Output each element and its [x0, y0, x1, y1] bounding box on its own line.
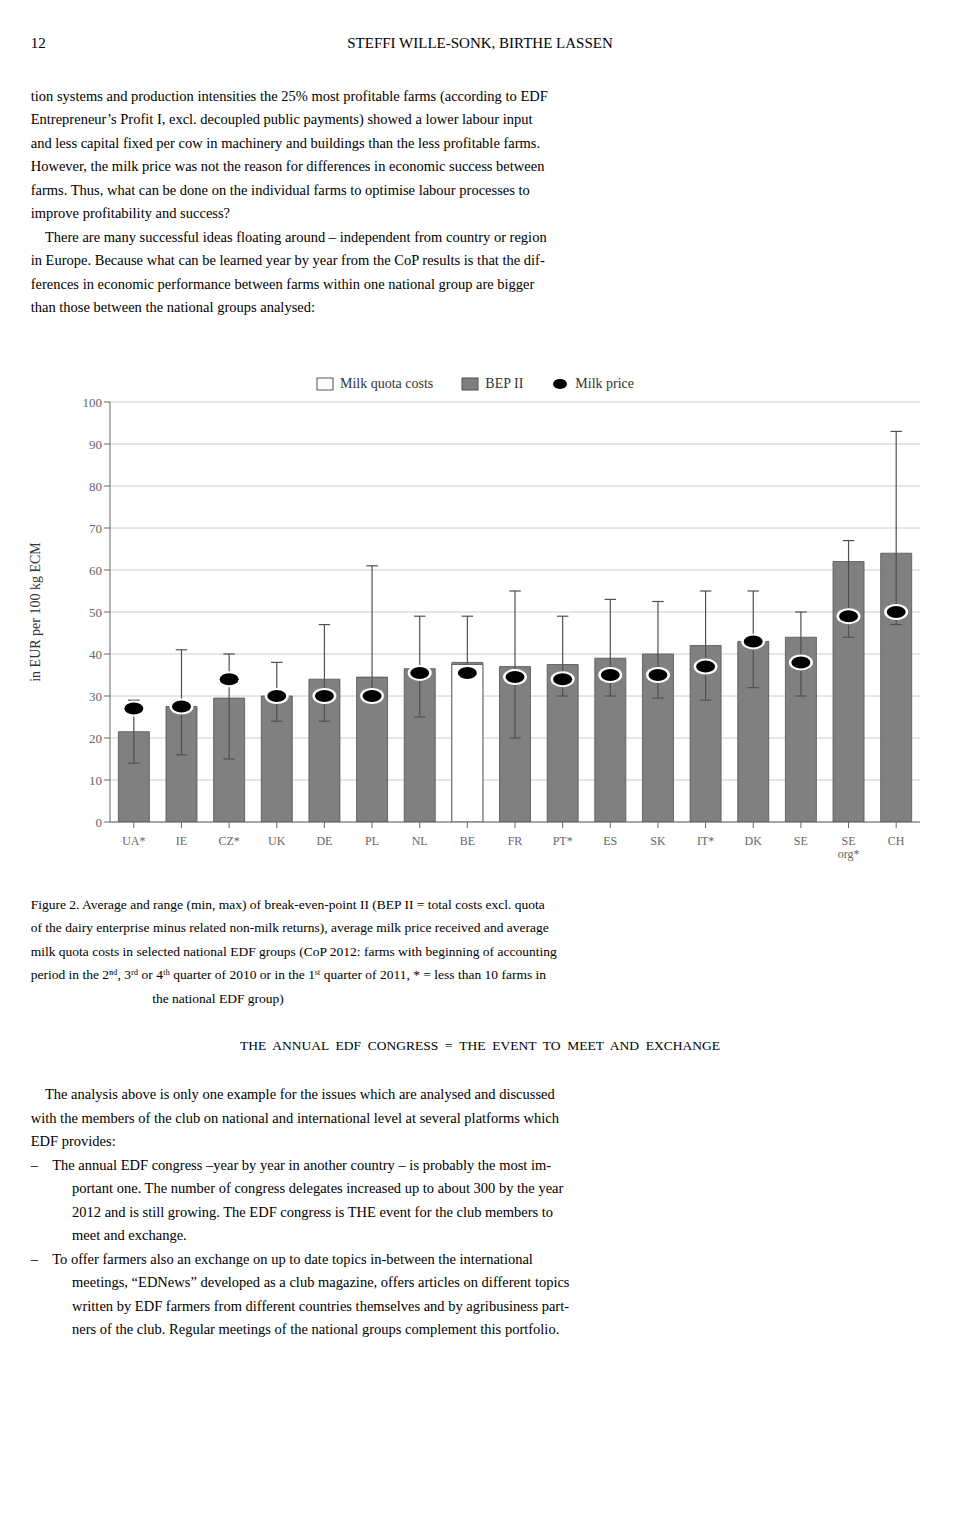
html-text:Milk price: Milk price [575, 376, 634, 392]
svg-text:UK: UK [268, 834, 286, 848]
html-text:BEP II: BEP II [485, 376, 524, 392]
svg-text:DK: DK [745, 834, 763, 848]
html-text:THE ANNUAL EDF CONGRESS = THE: THE ANNUAL EDF CONGRESS = THE EVENT TO M… [240, 1037, 720, 1053]
svg-text:100: 100 [83, 395, 103, 410]
svg-text:CH: CH [888, 834, 905, 848]
html-text:milk quota costs in selected n: milk quota costs in selected national ED… [30, 943, 557, 959]
svg-text:80: 80 [89, 479, 102, 494]
html-text:meetings, “EDNews” developed a: meetings, “EDNews” developed as a club m… [72, 1274, 570, 1291]
html-text:12: 12 [30, 34, 46, 51]
svg-text:FR: FR [508, 834, 523, 848]
html-text:The analysis above is only one: The analysis above is only one example f… [30, 1086, 555, 1103]
svg-text:IE: IE [176, 834, 187, 848]
html-text:EDF provides:: EDF provides: [30, 1133, 116, 1150]
html-text:meet and exchange.: meet and exchange. [72, 1227, 187, 1244]
html-text:STEFFI WILLE-SONK, BIRTHE LASS: STEFFI WILLE-SONK, BIRTHE LASSEN [347, 34, 613, 51]
svg-text:10: 10 [89, 773, 102, 788]
html-text:ferences in economic performan: ferences in economic performance between… [30, 275, 535, 292]
html-text:in Europe. Because what can be: in Europe. Because what can be learned y… [30, 252, 545, 269]
svg-text:50: 50 [89, 605, 102, 620]
svg-text:0: 0 [96, 815, 103, 830]
html-text:2012 and is still growing. The: 2012 and is still growing. The EDF congr… [72, 1203, 554, 1220]
svg-text:PT*: PT* [553, 834, 573, 848]
svg-text:ES: ES [603, 834, 617, 848]
html-text:ners of the club. Regular meet: ners of the club. Regular meetings of th… [72, 1321, 560, 1338]
html-text:of the dairy enterprise minus: of the dairy enterprise minus related no… [30, 920, 549, 936]
html-text:portant one. The number of con: portant one. The number of congress dele… [72, 1180, 564, 1197]
html-text:– The annual EDF congress –yea: – The annual EDF congress –year by year … [30, 1156, 552, 1173]
html-text:and less capital fixed per cow: and less capital fixed per cow in machin… [30, 134, 541, 151]
html-text:There are many successful idea: There are many successful ideas floating… [30, 228, 547, 245]
html-text:– To offer farmers also an exc: – To offer farmers also an exchange on u… [30, 1250, 533, 1267]
html-text:the national EDF group): the national EDF group) [30, 990, 284, 1006]
svg-text:40: 40 [89, 647, 102, 662]
svg-text:SE: SE [794, 834, 808, 848]
svg-text:BE: BE [460, 834, 475, 848]
svg-text:in EUR per 100 kg ECM: in EUR per 100 kg ECM [28, 542, 43, 682]
html-text:improve profitability and succ: improve profitability and success? [30, 205, 230, 222]
html-text:written by EDF farmers from di: written by EDF farmers from different co… [72, 1297, 569, 1314]
svg-text:NL: NL [412, 834, 428, 848]
html-text:with the members of the club o: with the members of the club on national… [30, 1109, 559, 1126]
html-text:Entrepreneur’s Profit I, excl.: Entrepreneur’s Profit I, excl. decoupled… [30, 111, 533, 128]
html-text:Milk quota costs: Milk quota costs [340, 376, 434, 392]
svg-text:30: 30 [89, 689, 102, 704]
svg-text:SK: SK [650, 834, 666, 848]
html-text:However, the milk price was no: However, the milk price was not the reas… [30, 158, 545, 175]
html-text:farms. Thus, what can be done: farms. Thus, what can be done on the ind… [30, 181, 530, 198]
svg-text:PL: PL [365, 834, 379, 848]
svg-text:DE: DE [316, 834, 332, 848]
svg-text:SEorg*: SEorg* [838, 834, 860, 861]
html-text:than those between the nationa: than those between the national groups a… [30, 299, 315, 316]
svg-text:CZ*: CZ* [218, 834, 239, 848]
svg-text:60: 60 [89, 563, 102, 578]
svg-text:90: 90 [89, 437, 102, 452]
html-text:period in the 2ⁿᵈ, 3ʳᵈ or 4ᵗʰ: period in the 2ⁿᵈ, 3ʳᵈ or 4ᵗʰ quarter of… [30, 967, 547, 983]
svg-text:20: 20 [89, 731, 102, 746]
svg-text:UA*: UA* [122, 834, 145, 848]
svg-text:IT*: IT* [697, 834, 714, 848]
html-text:tion systems and production in: tion systems and production intensities … [30, 87, 548, 104]
svg-text:70: 70 [89, 521, 102, 536]
html-text:Figure 2. Average and range (m: Figure 2. Average and range (min, max) o… [30, 896, 545, 912]
